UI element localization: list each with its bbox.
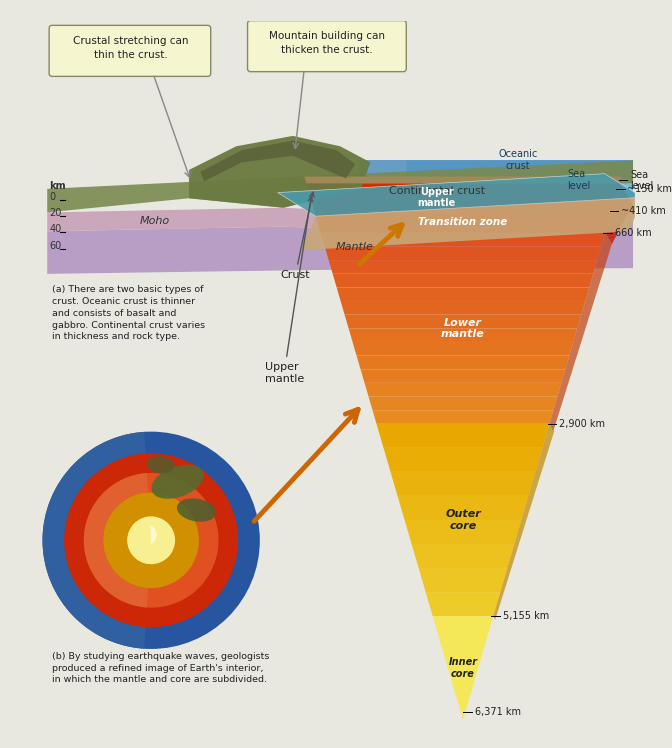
Text: Upper
mantle: Upper mantle bbox=[417, 186, 456, 208]
Text: ~150 km: ~150 km bbox=[628, 184, 672, 194]
Circle shape bbox=[65, 453, 238, 628]
Polygon shape bbox=[341, 301, 585, 315]
Polygon shape bbox=[103, 493, 150, 588]
Polygon shape bbox=[84, 473, 148, 607]
Text: Mountain building can
thicken the crust.: Mountain building can thicken the crust. bbox=[269, 31, 385, 55]
Polygon shape bbox=[345, 315, 581, 328]
Text: 40: 40 bbox=[49, 224, 61, 234]
Polygon shape bbox=[304, 177, 622, 183]
Polygon shape bbox=[368, 396, 557, 410]
Text: Sea
level: Sea level bbox=[630, 170, 653, 191]
Polygon shape bbox=[278, 174, 642, 216]
Polygon shape bbox=[65, 453, 147, 627]
Polygon shape bbox=[612, 183, 633, 227]
Circle shape bbox=[135, 524, 157, 546]
Text: Oceanic
crust: Oceanic crust bbox=[498, 150, 538, 171]
Text: Lower
mantle: Lower mantle bbox=[441, 317, 485, 339]
Polygon shape bbox=[407, 161, 633, 200]
Polygon shape bbox=[200, 141, 355, 181]
Circle shape bbox=[127, 516, 175, 564]
Text: Upper
mantle: Upper mantle bbox=[265, 197, 312, 384]
Text: 2,900 km: 2,900 km bbox=[559, 419, 605, 429]
Polygon shape bbox=[47, 200, 633, 231]
Polygon shape bbox=[306, 183, 620, 212]
Polygon shape bbox=[357, 355, 569, 370]
Polygon shape bbox=[398, 496, 528, 520]
Polygon shape bbox=[333, 274, 593, 287]
Ellipse shape bbox=[177, 498, 216, 522]
Polygon shape bbox=[605, 212, 621, 244]
Text: 6,371 km: 6,371 km bbox=[474, 708, 521, 717]
Ellipse shape bbox=[151, 465, 204, 499]
Polygon shape bbox=[349, 328, 577, 342]
Text: 660 km: 660 km bbox=[615, 228, 651, 238]
Circle shape bbox=[103, 492, 199, 588]
Polygon shape bbox=[390, 472, 536, 496]
FancyBboxPatch shape bbox=[49, 25, 211, 76]
Polygon shape bbox=[42, 432, 146, 649]
Polygon shape bbox=[433, 616, 493, 720]
Circle shape bbox=[84, 473, 218, 607]
Polygon shape bbox=[189, 136, 370, 208]
Text: (a) There are two basic types of
crust. Oceanic crust is thinner
and consists of: (a) There are two basic types of crust. … bbox=[52, 285, 205, 341]
Text: Moho: Moho bbox=[140, 215, 170, 226]
Polygon shape bbox=[550, 233, 612, 432]
Ellipse shape bbox=[146, 456, 175, 473]
FancyBboxPatch shape bbox=[247, 21, 407, 72]
Text: Crustal stretching can
thin the crust.: Crustal stretching can thin the crust. bbox=[73, 36, 188, 60]
Text: (b) By studying earthquake waves, geologists
produced a refined image of Earth's: (b) By studying earthquake waves, geolog… bbox=[52, 652, 269, 684]
Polygon shape bbox=[127, 516, 151, 564]
Polygon shape bbox=[329, 260, 597, 274]
Polygon shape bbox=[314, 212, 612, 233]
Polygon shape bbox=[47, 161, 633, 212]
Text: 60: 60 bbox=[49, 242, 61, 251]
Text: 0: 0 bbox=[49, 192, 55, 202]
Text: Inner
core: Inner core bbox=[448, 657, 478, 678]
Polygon shape bbox=[47, 221, 633, 274]
Polygon shape bbox=[302, 197, 642, 251]
Polygon shape bbox=[325, 246, 601, 260]
Polygon shape bbox=[493, 424, 554, 620]
Text: Outer
core: Outer core bbox=[445, 509, 481, 531]
Polygon shape bbox=[384, 448, 542, 472]
Polygon shape bbox=[364, 383, 561, 396]
Polygon shape bbox=[412, 544, 514, 568]
Polygon shape bbox=[359, 161, 633, 181]
Text: 20: 20 bbox=[49, 208, 62, 218]
Polygon shape bbox=[361, 370, 565, 383]
Polygon shape bbox=[353, 342, 573, 355]
Polygon shape bbox=[321, 233, 605, 246]
Polygon shape bbox=[425, 592, 500, 616]
Text: Continental crust: Continental crust bbox=[389, 186, 485, 195]
Circle shape bbox=[42, 432, 260, 649]
Text: Crust: Crust bbox=[281, 192, 314, 280]
Text: Mantle: Mantle bbox=[335, 242, 373, 252]
Polygon shape bbox=[376, 424, 550, 448]
Polygon shape bbox=[419, 568, 507, 592]
Polygon shape bbox=[372, 410, 554, 424]
Text: 5,155 km: 5,155 km bbox=[503, 611, 549, 621]
Polygon shape bbox=[405, 520, 521, 544]
Text: Sea
level: Sea level bbox=[567, 169, 590, 191]
Text: km: km bbox=[49, 181, 66, 191]
Text: ~410 km: ~410 km bbox=[621, 206, 666, 216]
Text: Transition zone: Transition zone bbox=[419, 217, 507, 227]
Polygon shape bbox=[337, 287, 589, 301]
